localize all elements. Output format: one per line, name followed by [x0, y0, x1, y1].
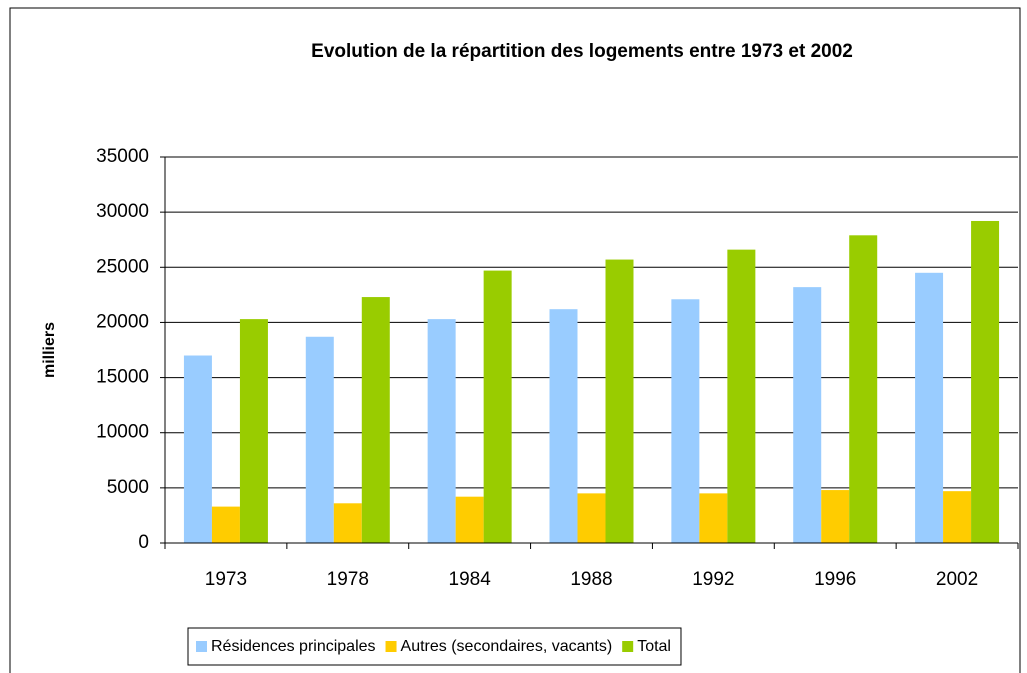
legend-label: Résidences principales [211, 638, 376, 655]
legend-box [187, 627, 682, 666]
y-tick-label: 5000 [107, 477, 149, 498]
y-tick-label: 35000 [96, 146, 149, 167]
bar [821, 490, 850, 543]
x-tick-label: 1978 [327, 569, 369, 590]
bar [305, 336, 334, 543]
bar [183, 355, 212, 543]
chart-title: Evolution de la répartition des logement… [311, 41, 853, 62]
y-tick-label: 30000 [96, 201, 149, 222]
bar [483, 270, 512, 543]
legend-swatch [622, 641, 634, 652]
legend-swatch [196, 641, 207, 652]
x-tick-label: 1996 [814, 569, 856, 590]
bar [455, 496, 484, 543]
bar [427, 319, 456, 543]
bar [671, 299, 700, 543]
x-tick-label: 2002 [936, 569, 978, 590]
y-axis-label: milliers [41, 322, 58, 378]
y-tick-label: 20000 [96, 311, 149, 332]
legend-label: Total [637, 638, 671, 655]
x-tick-label: 1973 [205, 569, 247, 590]
bar [793, 287, 822, 543]
bar [549, 309, 578, 543]
legend-swatch [385, 641, 397, 652]
bar [577, 493, 606, 543]
bar [727, 249, 756, 543]
bar [239, 319, 268, 543]
bar [943, 491, 972, 543]
legend: Résidences principales Autres (secondaire… [187, 627, 682, 666]
bar [915, 272, 944, 543]
y-tick-label: 0 [138, 532, 149, 553]
x-tick-label: 1984 [449, 569, 492, 590]
bar [849, 235, 878, 543]
legend-label: Autres (secondaires, vacants) [401, 638, 613, 655]
y-tick-label: 10000 [96, 422, 149, 443]
bar [605, 259, 634, 543]
bar [699, 493, 728, 543]
x-tick-label: 1992 [692, 569, 734, 590]
bar [971, 220, 1000, 544]
bar [211, 506, 240, 543]
y-tick-label: 15000 [96, 367, 149, 388]
bar [361, 297, 390, 543]
x-tick-label: 1988 [570, 569, 612, 590]
y-tick-label: 25000 [96, 256, 149, 277]
bar [333, 503, 362, 543]
